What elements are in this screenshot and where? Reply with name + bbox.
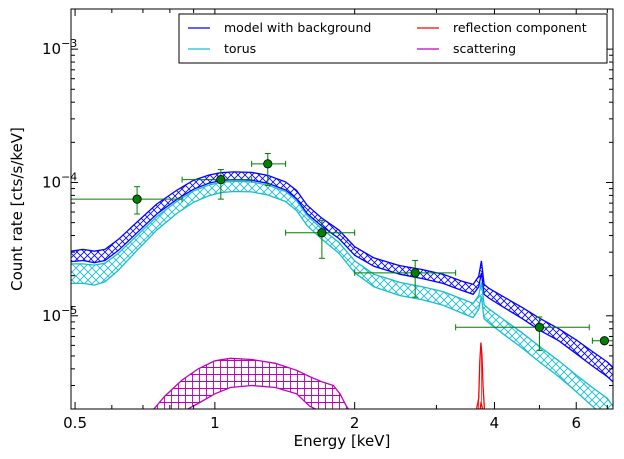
x-axis-label: Energy [keV]	[294, 432, 391, 450]
series-lower-torus	[71, 190, 597, 409]
y-tick-label: 10−4	[42, 170, 77, 191]
x-tick-label: 2	[350, 414, 360, 432]
legend-box	[178, 13, 608, 64]
data-point	[216, 175, 226, 185]
data-point	[599, 336, 610, 346]
legend-label-model: model with background	[224, 20, 371, 35]
y-tick-label: 10−5	[42, 304, 77, 325]
series-layer	[71, 171, 613, 409]
data-point	[534, 322, 545, 332]
data-point	[317, 228, 327, 238]
data-points-layer	[71, 152, 613, 351]
series-upper-reflection-component	[475, 342, 486, 409]
axis-tick-labels: 0.5 1 2 4 6 10−5 10−4 10−3	[42, 37, 581, 432]
axis-ticks	[71, 8, 613, 410]
series-upper-torus	[71, 180, 613, 407]
x-tick-label: 6	[571, 414, 581, 432]
x-tick-label: 0.5	[63, 414, 87, 432]
series-upper-scattering	[153, 357, 350, 409]
legend: model with background torus reflection c…	[178, 13, 608, 64]
series-lower-scattering	[186, 384, 318, 409]
data-point	[263, 159, 273, 169]
x-tick-label: 4	[490, 414, 500, 432]
y-axis-label: Count rate [cts/s/keV]	[8, 127, 26, 291]
series-lower-reflection-component	[479, 400, 484, 409]
data-point	[132, 194, 142, 204]
x-tick-label: 1	[210, 414, 220, 432]
plot-frame	[70, 8, 614, 410]
data-point	[410, 268, 420, 278]
legend-label-reflection: reflection component	[453, 20, 587, 35]
band-reflection-component	[476, 342, 485, 409]
series-upper-model-with-background	[71, 171, 613, 368]
series-lower-model-with-background	[71, 178, 613, 383]
legend-label-scattering: scattering	[453, 41, 516, 56]
legend-label-torus: torus	[224, 41, 256, 56]
y-tick-label: 10−3	[42, 37, 77, 58]
